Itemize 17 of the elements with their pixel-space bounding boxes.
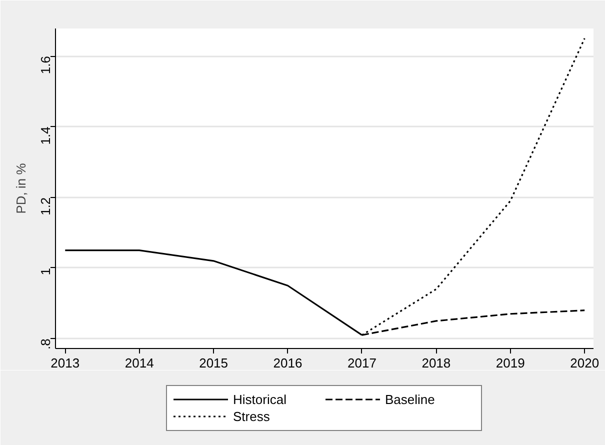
- x-tick-label: 2014: [124, 356, 154, 370]
- y-tick-label: 1.2: [38, 197, 53, 216]
- x-tick-label: 2016: [273, 356, 302, 370]
- y-tick-label: .8: [38, 338, 53, 350]
- x-tick-label: 2020: [570, 356, 600, 370]
- y-tick-label: 1.6: [38, 56, 53, 74]
- x-tick-label: 2013: [50, 356, 80, 370]
- x-tick-label: 2017: [348, 356, 376, 370]
- legend-label: Stress: [233, 408, 271, 424]
- legend-label: Historical: [233, 392, 288, 406]
- x-tick-label: 2015: [199, 356, 228, 370]
- y-tick-label: 1: [38, 268, 53, 276]
- y-tick-label: 1.4: [38, 126, 53, 145]
- x-tick-label: 2019: [496, 356, 525, 370]
- x-tick-label: 2018: [422, 356, 451, 370]
- y-axis-title: PD, in %: [14, 162, 28, 214]
- legend-label: Baseline: [385, 392, 436, 406]
